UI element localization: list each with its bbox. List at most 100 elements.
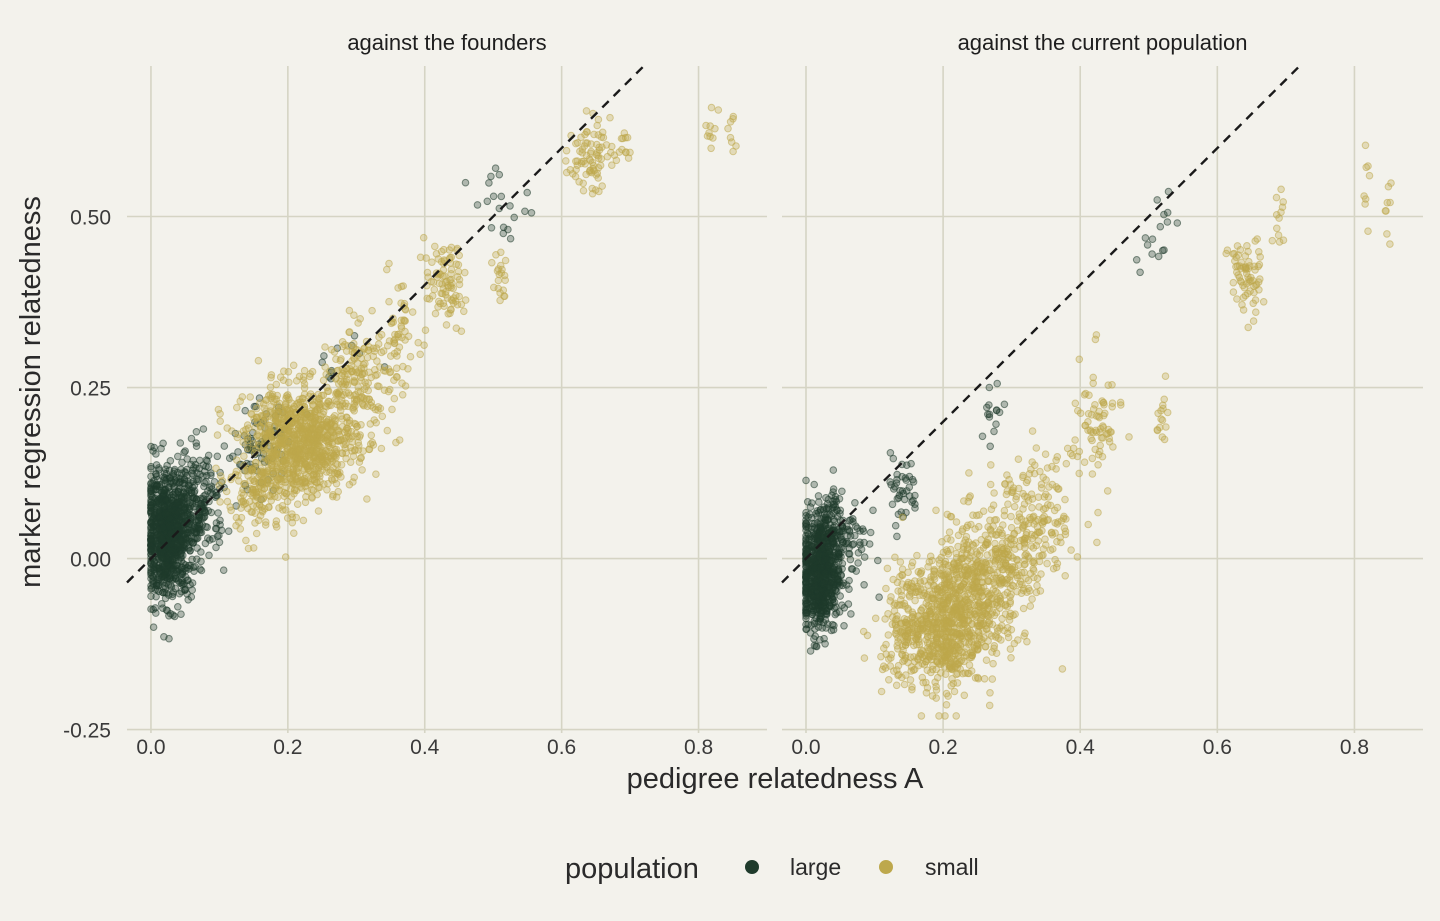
data-point-small: [390, 376, 398, 385]
data-point-large: [869, 506, 877, 515]
data-point-small: [860, 654, 869, 662]
data-point-small: [954, 531, 963, 540]
data-point-small: [374, 340, 383, 348]
data-point-small: [908, 685, 916, 694]
data-point-small: [908, 558, 917, 567]
data-point-small: [929, 649, 937, 658]
data-point-small: [500, 292, 509, 301]
data-point-small: [714, 106, 723, 114]
data-point-small: [967, 548, 975, 556]
data-point-small: [879, 662, 888, 671]
data-point-small: [280, 467, 288, 476]
data-point-large: [909, 496, 917, 505]
x-tick-label: 0.8: [684, 736, 713, 759]
data-point-large: [192, 442, 201, 451]
data-point-small: [253, 418, 262, 426]
data-point-large: [1173, 219, 1182, 227]
data-point-large: [874, 556, 882, 565]
data-point-small: [888, 620, 897, 629]
data-point-large: [483, 197, 492, 206]
data-point-small: [1043, 559, 1051, 568]
data-point-small: [423, 268, 432, 277]
data-point-small: [270, 409, 278, 418]
data-point-small: [342, 399, 350, 408]
data-point-small: [375, 382, 383, 391]
y-tick-labels: -0.250.000.250.50: [63, 207, 111, 743]
data-point-small: [896, 572, 904, 581]
data-point-small: [965, 469, 973, 477]
data-point-small: [1019, 604, 1028, 613]
data-point-small: [293, 500, 302, 509]
data-point-small: [399, 362, 407, 371]
data-point-small: [928, 665, 937, 674]
data-point-large: [213, 452, 222, 461]
data-point-large: [851, 499, 859, 507]
data-point-small: [1008, 581, 1017, 590]
data-point-small: [929, 582, 938, 590]
data-point-large: [802, 599, 810, 608]
data-point-small: [917, 712, 926, 720]
data-point-large: [176, 439, 185, 447]
data-point-large: [320, 352, 328, 360]
data-point-small: [358, 466, 366, 474]
data-point-small: [372, 470, 380, 479]
data-point-large: [856, 538, 864, 547]
data-point-large: [495, 170, 504, 179]
data-point-large: [164, 483, 173, 492]
data-point-small: [975, 602, 983, 611]
data-point-large: [165, 522, 174, 531]
data-point-small: [321, 343, 329, 351]
data-point-small: [308, 485, 316, 494]
data-point-small: [958, 550, 966, 558]
data-point-small: [430, 285, 439, 294]
data-point-small: [1026, 602, 1035, 610]
data-point-small: [233, 403, 241, 412]
data-point-small: [980, 675, 989, 683]
data-point-large: [1156, 222, 1165, 231]
data-point-large: [814, 591, 822, 600]
data-point-small: [911, 596, 919, 605]
data-point-small: [900, 680, 909, 689]
data-point-small: [952, 712, 961, 720]
data-point-small: [615, 148, 624, 156]
data-point-small: [1004, 633, 1013, 642]
data-point-small: [954, 574, 962, 582]
data-point-large: [197, 548, 205, 556]
data-point-small: [431, 242, 439, 251]
data-point-small: [257, 424, 265, 432]
data-point-large: [176, 550, 185, 559]
data-point-large: [213, 532, 222, 541]
data-point-small: [384, 387, 393, 396]
data-point-small: [947, 512, 956, 521]
data-point-small: [583, 128, 591, 136]
data-point-small: [326, 466, 335, 474]
data-point-large: [831, 535, 840, 543]
data-point-large: [177, 610, 185, 619]
data-point-small: [350, 395, 359, 404]
data-point-large: [893, 532, 901, 541]
data-point-small: [416, 350, 425, 359]
data-point-small: [1010, 502, 1019, 511]
data-point-small: [945, 528, 954, 537]
data-point-small: [965, 661, 974, 669]
data-point-small: [985, 701, 994, 710]
data-point-large: [161, 509, 170, 518]
data-point-small: [353, 422, 361, 431]
data-point-small: [992, 516, 1001, 524]
data-point-small: [286, 406, 294, 415]
data-point-large: [810, 641, 819, 650]
data-point-large: [992, 420, 1000, 429]
data-point-small: [978, 611, 987, 620]
data-point-large: [802, 476, 810, 485]
data-point-small: [267, 449, 276, 457]
data-point-small: [442, 321, 451, 329]
data-point-large: [804, 523, 813, 532]
data-point-small: [987, 461, 995, 469]
y-tick-label: 0.50: [70, 207, 111, 230]
data-point-small: [277, 439, 286, 448]
data-point-small: [904, 626, 913, 635]
data-point-large: [836, 582, 844, 590]
data-point-large: [807, 535, 816, 544]
data-point-small: [283, 431, 291, 439]
